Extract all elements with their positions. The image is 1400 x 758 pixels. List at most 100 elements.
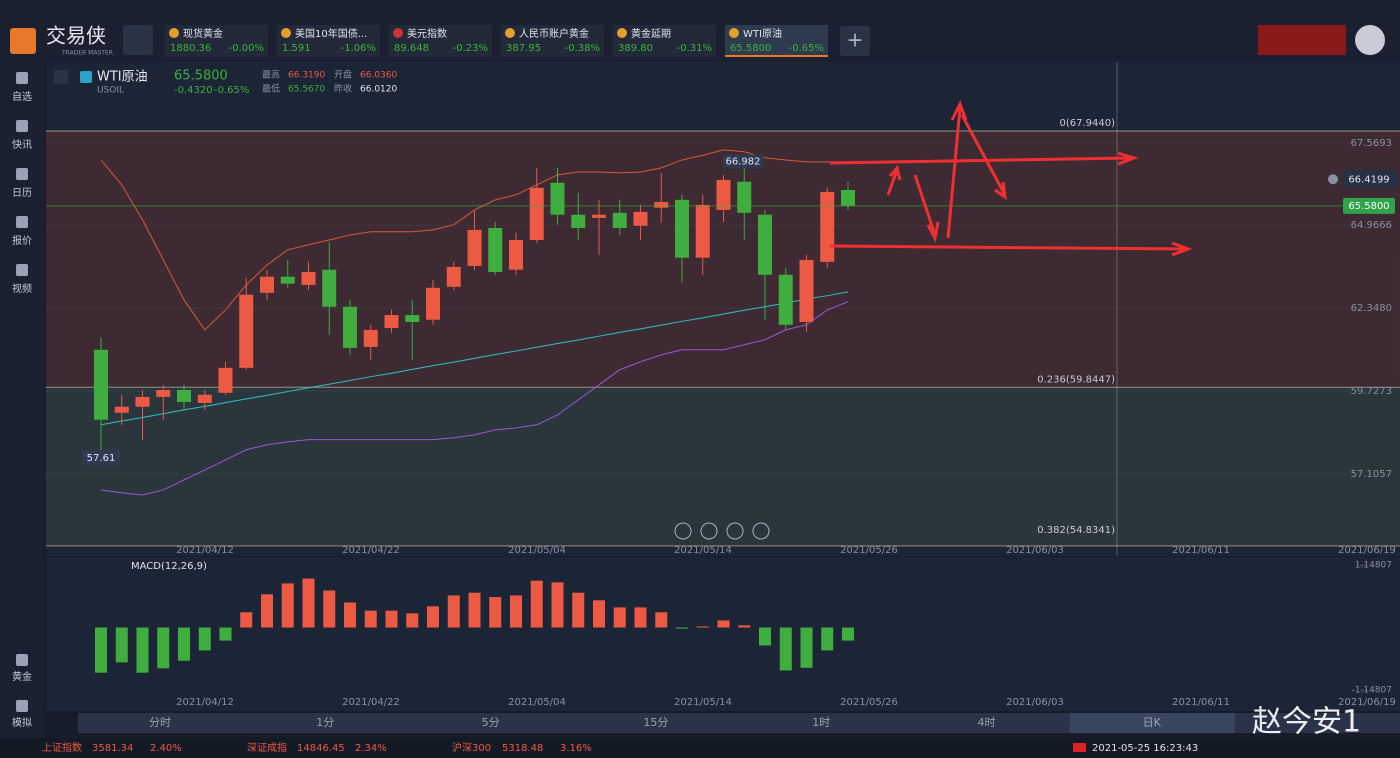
macd-bar — [779, 627, 792, 671]
period-tab[interactable]: 15分 — [643, 716, 668, 729]
nav-button[interactable] — [752, 522, 770, 540]
quote-icon — [617, 28, 627, 38]
candle-body — [384, 314, 399, 328]
macd-bar — [593, 600, 605, 628]
x-tick-label: 2021/04/12 — [176, 697, 234, 708]
candle-body — [114, 406, 129, 413]
candle-body — [695, 204, 710, 258]
sidebar-icon[interactable] — [16, 72, 28, 84]
arrow — [946, 100, 1007, 239]
nav-button[interactable] — [700, 522, 718, 540]
index-change: 3.16% — [560, 743, 592, 754]
candle-body — [778, 274, 793, 325]
quote-tile[interactable] — [613, 25, 716, 57]
period-tab[interactable]: 1时 — [812, 716, 830, 729]
fib-zone — [46, 387, 1400, 545]
macd-bar — [738, 625, 751, 628]
macd-bar — [157, 627, 170, 669]
candle-body — [177, 389, 191, 402]
sidebar-icon[interactable] — [16, 264, 28, 276]
candle-body — [612, 212, 627, 228]
quote-name: WTI原油 — [743, 27, 782, 40]
quote-name: 美国10年国债... — [295, 27, 367, 40]
macd-bar — [468, 592, 481, 628]
nav-button[interactable] — [674, 522, 692, 540]
avatar[interactable] — [1355, 25, 1385, 55]
quote-change: -1.06% — [341, 43, 376, 54]
candle-body — [260, 276, 274, 293]
candle-body — [405, 314, 420, 322]
ad-banner[interactable] — [1258, 25, 1346, 55]
add-tab-button[interactable] — [840, 26, 870, 56]
x-tick-label: 2021/05/04 — [508, 697, 566, 708]
y-tick-label: 57.1057 — [1351, 469, 1392, 480]
period-tab[interactable]: 4时 — [978, 716, 996, 729]
period-tab[interactable]: 分时 — [149, 716, 171, 729]
y-tick-label: 1.14807 — [1355, 561, 1392, 571]
macd-bar — [281, 583, 294, 628]
macd-bar — [95, 627, 107, 673]
quote-tile[interactable] — [165, 25, 268, 57]
quote-tile[interactable] — [501, 25, 604, 57]
macd-bar — [406, 613, 419, 628]
y-tick-label: 59.7273 — [1351, 386, 1392, 397]
quote-change: -0.31% — [677, 43, 712, 54]
quote-name: 黄金延期 — [631, 27, 671, 40]
quote-tile[interactable] — [389, 25, 492, 57]
macd-bar — [198, 627, 211, 651]
y-tick-label: 67.5693 — [1351, 138, 1392, 149]
add-icon: + — [847, 28, 864, 52]
sidebar-label: 日历 — [12, 187, 32, 199]
period-tab[interactable]: 日K — [1143, 716, 1162, 729]
stat-value: 65.5670 — [288, 85, 325, 95]
quote-change: -0.38% — [565, 43, 600, 54]
candle-body — [529, 187, 544, 241]
candle-body — [509, 240, 523, 270]
nav-button[interactable] — [726, 522, 744, 540]
indicator-line — [100, 301, 849, 496]
candle-body — [343, 306, 357, 348]
logo-sub: TRADER MASTER — [61, 50, 113, 57]
period-tab[interactable]: 1分 — [316, 716, 334, 729]
sidebar-icon[interactable] — [16, 654, 28, 666]
macd-bar — [572, 592, 585, 628]
index-name: 深证成指 — [247, 741, 287, 754]
index-value: 3581.34 — [92, 743, 133, 754]
quote-tile[interactable] — [277, 25, 380, 57]
grid-button[interactable] — [123, 25, 153, 55]
macd-bar — [178, 627, 190, 661]
arrow — [913, 174, 940, 243]
macd-bar — [364, 610, 377, 628]
close-button[interactable] — [54, 70, 68, 84]
macd-bar — [447, 595, 460, 628]
candle-body — [550, 182, 565, 215]
sidebar-icon[interactable] — [16, 120, 28, 132]
candle-body — [218, 367, 233, 393]
macd-pane — [46, 557, 1400, 711]
macd-bar — [323, 590, 336, 628]
macd-bar — [800, 627, 813, 668]
quote-icon — [281, 28, 291, 38]
arrow — [829, 241, 1193, 257]
alert-bell[interactable] — [1328, 174, 1338, 185]
macd-bar — [717, 620, 730, 628]
period-tab[interactable]: 5分 — [482, 716, 500, 729]
watermark: 赵今安1 — [1252, 705, 1361, 740]
macd-bar — [551, 582, 564, 628]
macd-bar — [530, 580, 543, 628]
candle-body — [716, 179, 731, 210]
macd-bar — [696, 626, 709, 628]
quote-icon — [393, 28, 403, 38]
indicator-line — [100, 149, 848, 331]
sidebar-icon[interactable] — [16, 168, 28, 180]
quote-tile[interactable] — [725, 25, 828, 57]
instrument-change: -0.4320 — [174, 85, 213, 96]
quote-change: -0.65% — [789, 43, 824, 54]
sidebar-icon[interactable] — [16, 700, 28, 712]
annotations — [829, 100, 1193, 257]
instrument-name: WTI原油 — [97, 70, 148, 85]
candle-body — [758, 214, 772, 275]
last-price: 65.5800 — [1348, 201, 1389, 212]
sidebar-icon[interactable] — [16, 216, 28, 228]
stat-label: 昨收 — [334, 83, 352, 95]
